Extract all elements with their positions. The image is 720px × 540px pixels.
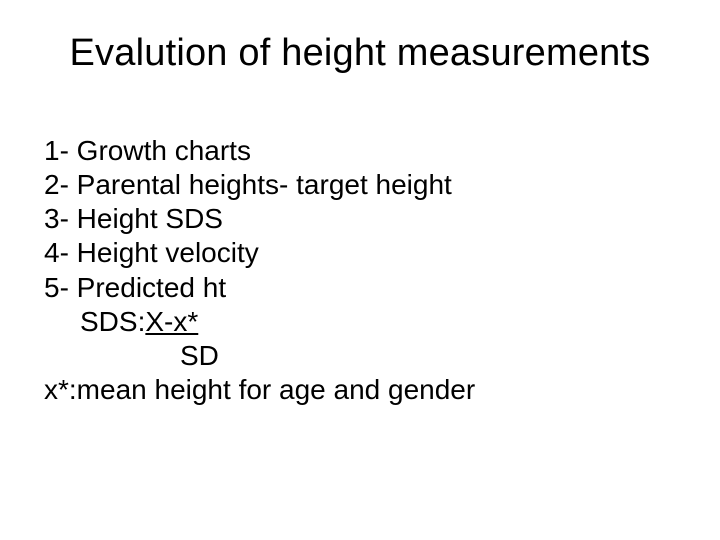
list-item-2: 2- Parental heights- target height bbox=[44, 168, 684, 202]
list-item-1: 1- Growth charts bbox=[44, 134, 684, 168]
sds-formula-numerator: X-x* bbox=[145, 306, 198, 337]
slide: Evalution of height measurements 1- Grow… bbox=[0, 0, 720, 540]
slide-body: 1- Growth charts 2- Parental heights- ta… bbox=[44, 134, 684, 407]
sds-formula-denominator: SD bbox=[44, 339, 684, 373]
footnote: x*:mean height for age and gender bbox=[44, 373, 684, 407]
sds-formula-line: SDS:X-x* bbox=[44, 305, 684, 339]
list-item-4: 4- Height velocity bbox=[44, 236, 684, 270]
sds-label: SDS: bbox=[80, 306, 145, 337]
list-item-5: 5- Predicted ht bbox=[44, 271, 684, 305]
slide-title: Evalution of height measurements bbox=[0, 32, 720, 75]
list-item-3: 3- Height SDS bbox=[44, 202, 684, 236]
